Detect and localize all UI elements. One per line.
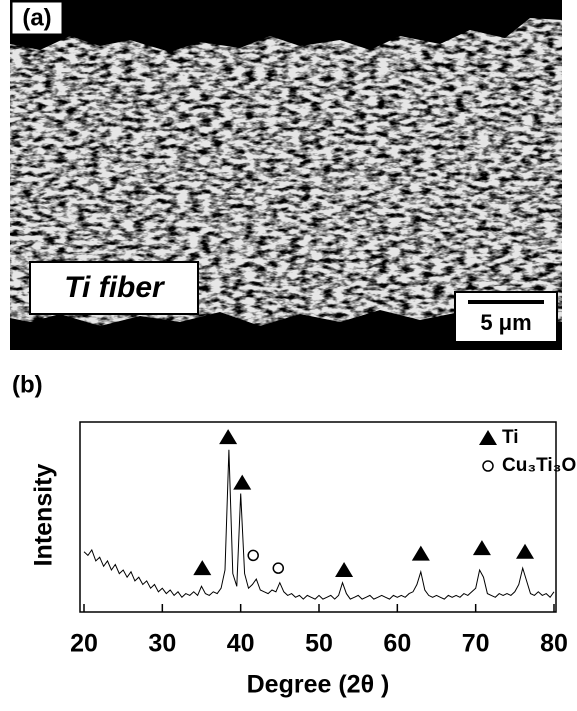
legend-symbol	[479, 430, 497, 445]
marker-triangle	[233, 474, 252, 490]
xrd-pattern	[83, 449, 555, 600]
marker-circle	[247, 549, 259, 562]
label-box	[11, 1, 63, 35]
panel-label: (a)	[22, 4, 51, 31]
marker-triangle	[472, 540, 491, 556]
marker-triangle	[193, 560, 212, 576]
x-tick-label: 70	[462, 630, 490, 658]
panel-label: (b)	[12, 371, 43, 398]
plot-frame	[79, 421, 557, 613]
legend-label: Cu₃Ti₃O	[502, 455, 576, 476]
marker-circle	[272, 562, 285, 574]
marker-triangle	[516, 543, 535, 559]
x-tick-label: 50	[305, 630, 333, 658]
legend-symbol	[482, 460, 494, 472]
marker-triangle	[411, 545, 430, 561]
marker-triangle	[219, 429, 238, 445]
micrograph: (a) Ti fiber 5 μm	[10, 0, 562, 350]
background-top	[10, 0, 562, 52]
scale-bar-label: 5 μm	[480, 310, 531, 335]
marker-triangle	[335, 561, 354, 577]
x-tick-label: 20	[70, 630, 98, 658]
caption-box	[29, 261, 199, 315]
legend-label: Ti	[502, 427, 519, 448]
background-bottom	[10, 310, 562, 350]
x-tick-label: 80	[540, 630, 568, 658]
x-tick-label: 60	[383, 630, 411, 658]
y-axis-label: Intensity	[30, 464, 58, 567]
caption: Ti fiber	[64, 271, 166, 304]
x-tick-label: 30	[148, 630, 176, 658]
x-axis-label: Degree (2θ )	[247, 671, 390, 699]
x-tick-label: 40	[227, 630, 255, 658]
